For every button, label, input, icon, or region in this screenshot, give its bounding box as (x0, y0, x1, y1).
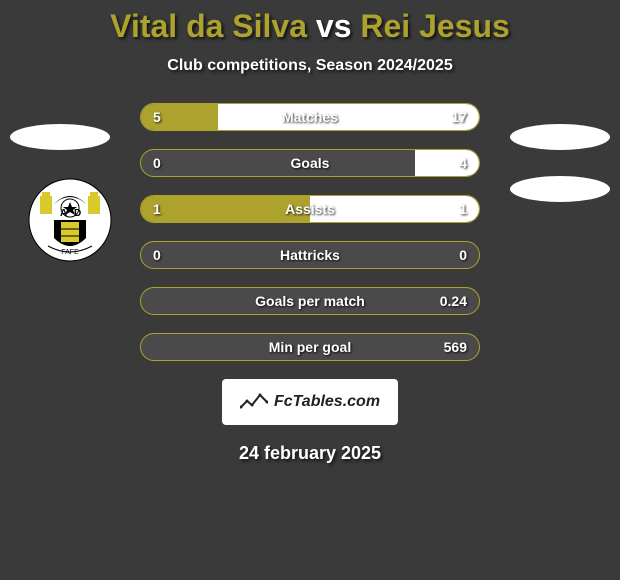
stat-value-right: 17 (451, 104, 467, 130)
vs-text: vs (316, 8, 352, 44)
stat-label: Hattricks (141, 242, 479, 268)
placeholder-pill-icon (510, 124, 610, 150)
player1-name: Vital da Silva (110, 8, 307, 44)
page-title: Vital da Silva vs Rei Jesus (0, 8, 620, 45)
stat-row: 1Assists1 (140, 195, 480, 223)
stat-value-right: 1 (459, 196, 467, 222)
stat-row: Min per goal569 (140, 333, 480, 361)
stat-label: Goals (141, 150, 479, 176)
logo-text: FcTables.com (274, 393, 380, 411)
stat-label: Matches (141, 104, 479, 130)
stat-row: 5Matches17 (140, 103, 480, 131)
club-crest-icon: A D FAFE (28, 178, 112, 262)
placeholder-pill-icon (10, 124, 110, 150)
source-logo: FcTables.com (222, 379, 398, 425)
player2-name: Rei Jesus (360, 8, 509, 44)
svg-text:D: D (74, 208, 81, 219)
svg-text:A: A (60, 208, 67, 219)
subtitle: Club competitions, Season 2024/2025 (0, 57, 620, 75)
fctables-logo-icon (240, 393, 268, 411)
stat-row: 0Goals4 (140, 149, 480, 177)
date-label: 24 february 2025 (0, 443, 620, 464)
stat-label: Assists (141, 196, 479, 222)
placeholder-pill-icon (510, 176, 610, 202)
svg-text:FAFE: FAFE (61, 249, 79, 256)
stat-label: Goals per match (141, 288, 479, 314)
stat-value-right: 0.24 (440, 288, 467, 314)
stat-value-right: 569 (444, 334, 467, 360)
stat-value-right: 4 (459, 150, 467, 176)
stat-row: Goals per match0.24 (140, 287, 480, 315)
stat-row: 0Hattricks0 (140, 241, 480, 269)
stat-label: Min per goal (141, 334, 479, 360)
stat-value-right: 0 (459, 242, 467, 268)
